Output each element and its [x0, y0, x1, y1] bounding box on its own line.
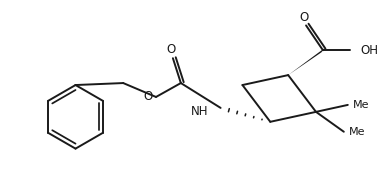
Text: Me: Me [349, 127, 365, 137]
Text: Me: Me [353, 100, 369, 110]
Text: O: O [143, 90, 153, 103]
Text: NH: NH [191, 105, 209, 118]
Text: O: O [299, 11, 309, 24]
Text: O: O [166, 43, 176, 56]
Polygon shape [288, 48, 324, 75]
Text: OH: OH [361, 44, 379, 57]
